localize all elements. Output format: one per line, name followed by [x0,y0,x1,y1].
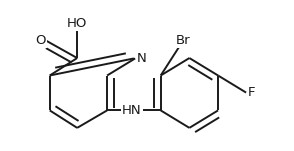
Text: HN: HN [122,104,142,117]
Text: F: F [248,87,255,100]
Text: N: N [137,51,147,64]
Text: HO: HO [67,17,87,30]
Text: Br: Br [176,34,191,47]
Text: O: O [36,34,46,47]
